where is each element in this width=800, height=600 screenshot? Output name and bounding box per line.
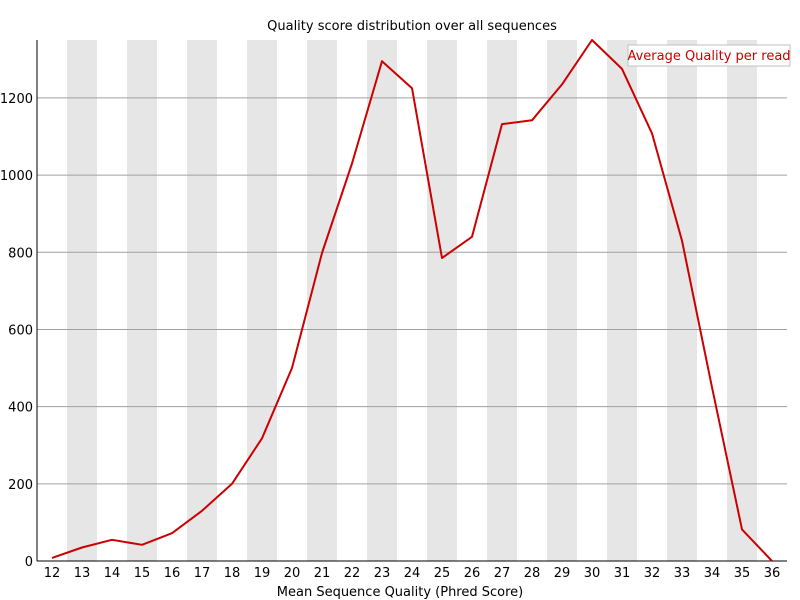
legend-box [627,44,791,67]
y-tick-label-400: 400 [8,401,33,416]
x-tick-label-19: 19 [254,566,271,581]
x-tick-label-14: 14 [104,566,121,581]
x-tick-label-12: 12 [44,566,61,581]
series-lines [51,39,773,562]
x-tick-label-13: 13 [74,566,91,581]
x-tick-label-20: 20 [284,566,301,581]
x-tick-label-29: 29 [554,566,571,581]
x-tick-label-35: 35 [734,566,751,581]
x-tick-label-33: 33 [674,566,691,581]
band-35 [727,40,757,561]
x-tick-label-15: 15 [134,566,151,581]
y-tick-label-0: 0 [25,555,33,570]
band-29 [547,40,577,561]
x-axis-label: Mean Sequence Quality (Phred Score) [277,585,523,600]
band-31 [607,40,637,561]
legend-entry: Average Quality per read [627,49,790,64]
gridlines [37,97,787,485]
x-tick-label-22: 22 [344,566,361,581]
x-tick-label-32: 32 [644,566,661,581]
band-21 [307,40,337,561]
y-tick-label-800: 800 [8,246,33,261]
x-tick-label-17: 17 [194,566,211,581]
x-tick-label-36: 36 [764,566,781,581]
band-15 [127,40,157,561]
y-tick-label-200: 200 [8,478,33,493]
band-23 [367,40,397,561]
x-tick-label-25: 25 [434,566,451,581]
x-tick-labels: 12 13 14 15 16 17 18 19 20 21 22 23 24 25 26 27 28 29 30 31… [44,566,781,581]
band-19 [247,40,277,561]
chart-title: Quality score distribution over all sequ… [267,19,557,34]
x-tick-label-28: 28 [524,566,541,581]
y-tick-label-1200: 1200 [0,92,33,107]
series-line-0 [51,39,773,562]
x-tick-label-31: 31 [614,566,631,581]
band-17 [187,40,217,561]
alternating-bands [67,40,757,561]
band-25 [427,40,457,561]
x-tick-label-34: 34 [704,566,721,581]
x-tick-label-18: 18 [224,566,241,581]
band-13 [67,40,97,561]
y-tick-labels: 0 200 400 600 800 1000 1200 [0,92,33,570]
x-tick-label-27: 27 [494,566,511,581]
band-33 [667,40,697,561]
band-27 [487,40,517,561]
x-tick-label-16: 16 [164,566,181,581]
y-tick-label-600: 600 [8,323,33,338]
y-tick-label-1000: 1000 [0,169,33,184]
x-tick-label-26: 26 [464,566,481,581]
x-tick-label-24: 24 [404,566,421,581]
x-tick-label-21: 21 [314,566,331,581]
legend: Average Quality per read [627,44,791,67]
x-tick-label-23: 23 [374,566,391,581]
x-tick-label-30: 30 [584,566,601,581]
